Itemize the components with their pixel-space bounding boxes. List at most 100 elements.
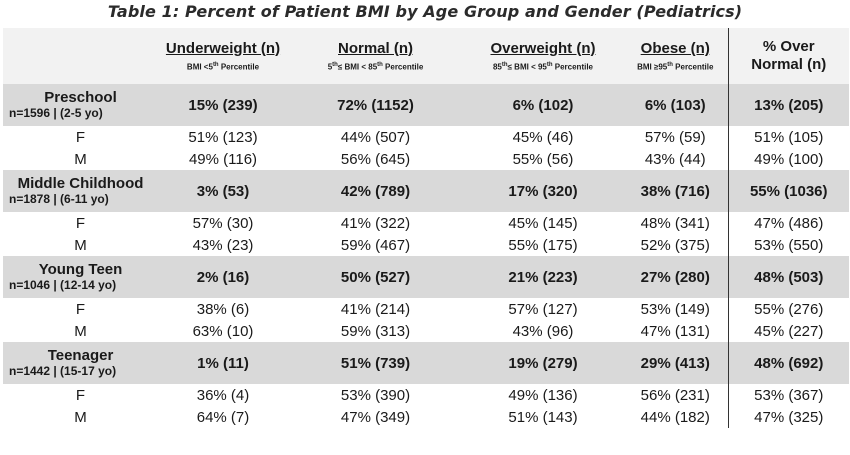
group-label: Preschool n=1596 | (2-5 yo) (3, 84, 158, 126)
gender-value-cell: 41% (214) (340, 300, 411, 318)
gender-label: M (74, 322, 87, 340)
bmi-table: Underweight (n) BMI <5th Percentile Norm… (3, 28, 849, 428)
group-value-cell: 17% (320) (508, 182, 578, 200)
gender-value-cell: 57% (30) (192, 214, 254, 232)
gender-value-cell: 64% (7) (196, 408, 250, 426)
gender-label: F (75, 300, 86, 318)
gender-value-cell: 47% (349) (340, 408, 411, 426)
gender-value-cell: 38% (6) (196, 300, 250, 318)
group-value-cell: 48% (692) (727, 342, 849, 384)
gender-value-cell: 57% (127) (508, 300, 578, 318)
gender-value-cell: 53% (550) (727, 234, 849, 256)
group-sub: n=1442 | (15-17 yo) (9, 364, 117, 378)
gender-value-cell: 63% (10) (192, 322, 254, 340)
group-value-cell: 19% (279) (508, 354, 578, 372)
gender-row: F 36% (4) 53% (390) 49% (136) 56% (231) 53% (… (3, 384, 849, 406)
group-name: Middle Childhood (17, 175, 144, 192)
gender-value-cell: 43% (23) (192, 236, 254, 254)
gender-value-cell: 55% (56) (512, 150, 574, 168)
gender-value-cell: 56% (645) (340, 150, 411, 168)
gender-row: F 57% (30) 41% (322) 45% (145) 48% (341) 47% … (3, 212, 849, 234)
gender-value-cell: 49% (116) (188, 150, 258, 168)
group-row: Young Teen n=1046 | (12-14 yo) 2% (16) 50% … (3, 256, 849, 298)
header-underweight: Underweight (n) BMI <5th Percentile (165, 39, 281, 72)
gender-value-cell: 44% (507) (340, 128, 411, 146)
gender-value-cell: 53% (149) (640, 300, 710, 318)
header-obese: Obese (n) BMI ≥95th Percentile (637, 39, 714, 72)
header-overweight: Overweight (n) 85th≤ BMI < 95th Percenti… (490, 39, 596, 72)
group-label: Teenager n=1442 | (15-17 yo) (3, 342, 158, 384)
gender-value-cell: 45% (227) (727, 320, 849, 342)
group-sub: n=1596 | (2-5 yo) (9, 106, 103, 120)
group-value-cell: 42% (789) (340, 182, 411, 200)
group-value-cell: 50% (527) (340, 268, 411, 286)
gender-value-cell: 45% (46) (512, 128, 574, 146)
table-title: Table 1: Percent of Patient BMI by Age G… (107, 2, 743, 21)
gender-value-cell: 48% (341) (640, 214, 710, 232)
gender-label: M (74, 236, 87, 254)
gender-value-cell: 45% (145) (508, 214, 578, 232)
group-name: Young Teen (38, 261, 123, 278)
gender-value-cell: 47% (325) (727, 406, 849, 428)
header-normal: Normal (n) 5th≤ BMI < 85th Percentile (327, 39, 424, 72)
gender-value-cell: 49% (100) (727, 148, 849, 170)
gender-value-cell: 36% (4) (196, 386, 250, 404)
gender-value-cell: 41% (322) (340, 214, 411, 232)
group-value-cell: 6% (103) (644, 96, 706, 114)
group-value-cell: 2% (16) (196, 268, 250, 286)
gender-value-cell: 51% (123) (188, 128, 258, 146)
group-value-cell: 15% (239) (188, 96, 258, 114)
gender-value-cell: 44% (182) (640, 408, 710, 426)
gender-value-cell: 55% (175) (508, 236, 578, 254)
gender-row: M 63% (10) 59% (313) 43% (96) 47% (131) 45% (… (3, 320, 849, 342)
gender-label: M (74, 150, 87, 168)
gender-row: M 64% (7) 47% (349) 51% (143) 44% (182) 47% (… (3, 406, 849, 428)
gender-value-cell: 53% (367) (727, 384, 849, 406)
gender-row: M 43% (23) 59% (467) 55% (175) 52% (375) 53% … (3, 234, 849, 256)
group-name: Preschool (44, 89, 117, 106)
gender-row: F 38% (6) 41% (214) 57% (127) 53% (149) 55% (… (3, 298, 849, 320)
group-value-cell: 21% (223) (508, 268, 578, 286)
table-body: Preschool n=1596 | (2-5 yo) 15% (239) 72% (… (3, 84, 849, 428)
group-sub: n=1046 | (12-14 yo) (9, 278, 117, 292)
group-label: Middle Childhood n=1878 | (6-11 yo) (3, 170, 158, 212)
group-value-cell: 48% (503) (727, 256, 849, 298)
gender-value-cell: 47% (486) (727, 212, 849, 234)
group-label: Young Teen n=1046 | (12-14 yo) (3, 256, 158, 298)
gender-value-cell: 59% (313) (340, 322, 411, 340)
gender-value-cell: 57% (59) (644, 128, 706, 146)
group-row: Preschool n=1596 | (2-5 yo) 15% (239) 72% (… (3, 84, 849, 126)
header-row: Underweight (n) BMI <5th Percentile Norm… (3, 28, 849, 84)
group-value-cell: 1% (11) (197, 354, 249, 372)
group-row: Teenager n=1442 | (15-17 yo) 1% (11) 51% (7… (3, 342, 849, 384)
gender-row: F 51% (123) 44% (507) 45% (46) 57% (59) 51% (… (3, 126, 849, 148)
header-over-normal: % Over Normal (n) (727, 28, 849, 84)
group-value-cell: 38% (716) (640, 182, 710, 200)
gender-value-cell: 43% (44) (644, 150, 706, 168)
gender-row: M 49% (116) 56% (645) 55% (56) 43% (44) 49% (… (3, 148, 849, 170)
group-value-cell: 3% (53) (196, 182, 250, 200)
gender-value-cell: 43% (96) (512, 322, 574, 340)
group-value-cell: 13% (205) (727, 84, 849, 126)
gender-value-cell: 59% (467) (340, 236, 411, 254)
gender-value-cell: 55% (276) (727, 298, 849, 320)
group-value-cell: 55% (1036) (727, 170, 849, 212)
group-value-cell: 51% (739) (340, 354, 411, 372)
group-value-cell: 72% (1152) (337, 96, 414, 114)
gender-value-cell: 49% (136) (508, 386, 578, 404)
gender-label: F (75, 128, 86, 146)
gender-value-cell: 51% (105) (727, 126, 849, 148)
group-sub: n=1878 | (6-11 yo) (9, 192, 109, 206)
group-value-cell: 27% (280) (640, 268, 710, 286)
group-name: Teenager (47, 347, 114, 364)
gender-value-cell: 51% (143) (508, 408, 578, 426)
gender-value-cell: 56% (231) (640, 386, 710, 404)
gender-value-cell: 52% (375) (640, 236, 710, 254)
header-corner (3, 28, 158, 84)
gender-label: M (74, 408, 87, 426)
group-row: Middle Childhood n=1878 | (6-11 yo) 3% (53… (3, 170, 849, 212)
group-value-cell: 6% (102) (512, 96, 574, 114)
gender-value-cell: 53% (390) (340, 386, 411, 404)
gender-label: F (75, 386, 86, 404)
